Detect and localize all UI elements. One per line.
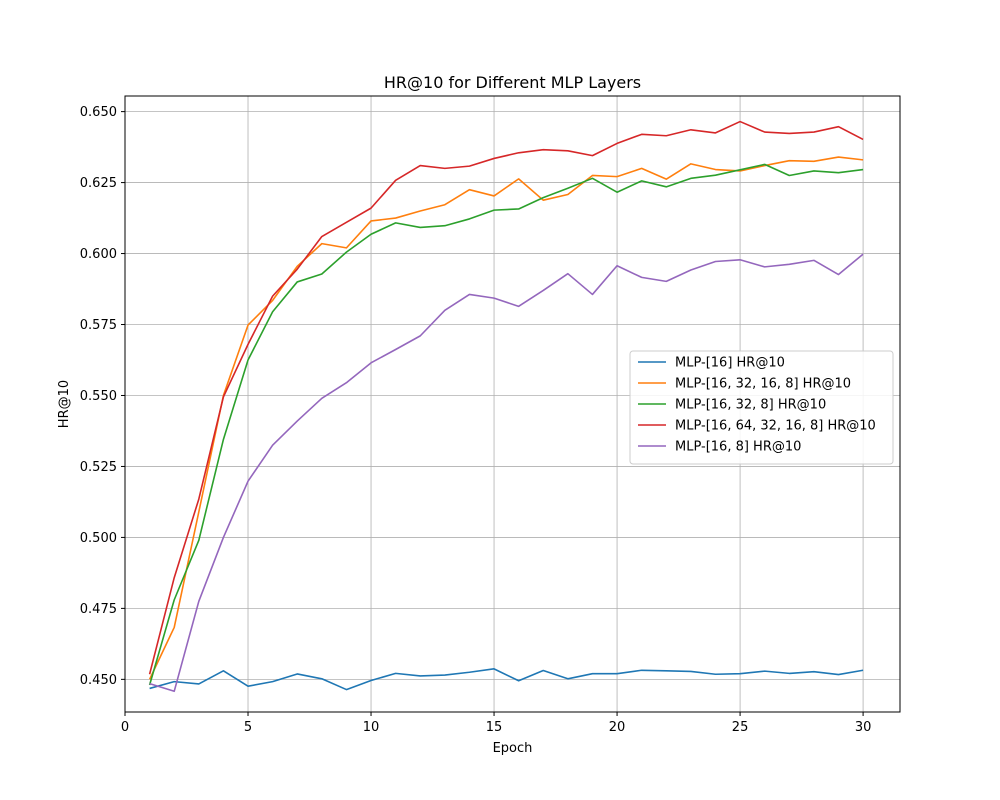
- series-line-3: [148, 163, 864, 686]
- y-tick-label: 0.500: [80, 531, 117, 546]
- legend: MLP-[16] HR@10 MLP-[16, 32, 16, 8] HR@10 M…: [629, 350, 894, 465]
- legend-entry: MLP-[16, 64, 32, 16, 8] HR@10: [675, 419, 876, 434]
- legend-entry: MLP-[16, 8] HR@10: [675, 440, 801, 455]
- x-tick-label: 25: [732, 720, 749, 735]
- axis-ticks: 0 5 10 15 20 25 30 0.450 0.475 0.500 0.525 0.550 0.5…: [80, 105, 872, 735]
- legend-entry: MLP-[16] HR@10: [675, 356, 785, 371]
- y-tick-label: 0.550: [80, 389, 117, 404]
- y-tick-label: 0.650: [80, 105, 117, 120]
- y-tick-label: 0.575: [80, 318, 117, 333]
- y-tick-label: 0.625: [80, 176, 117, 191]
- series-line-5: [149, 253, 864, 693]
- y-tick-label: 0.475: [80, 602, 117, 617]
- legend-entry: MLP-[16, 32, 8] HR@10: [675, 398, 826, 413]
- x-tick-label: 10: [363, 720, 380, 735]
- y-tick-label: 0.525: [80, 460, 117, 475]
- y-tick-label: 0.450: [80, 673, 117, 688]
- x-tick-label: 20: [609, 720, 626, 735]
- series-line-1: [149, 668, 864, 691]
- y-tick-label: 0.600: [80, 247, 117, 262]
- series-line-4: [148, 120, 864, 675]
- x-tick-label: 15: [486, 720, 503, 735]
- x-tick-label: 30: [855, 720, 872, 735]
- legend-box: [629, 350, 894, 465]
- x-axis-title: Epoch: [493, 741, 533, 756]
- series-lines: [148, 120, 864, 693]
- legend-entry: MLP-[16, 32, 16, 8] HR@10: [675, 377, 851, 392]
- chart-title: HR@10 for Different MLP Layers: [384, 73, 641, 92]
- x-tick-label: 0: [121, 720, 129, 735]
- y-axis-title: HR@10: [57, 380, 72, 428]
- plot-frame: [124, 95, 901, 713]
- x-tick-label: 5: [244, 720, 252, 735]
